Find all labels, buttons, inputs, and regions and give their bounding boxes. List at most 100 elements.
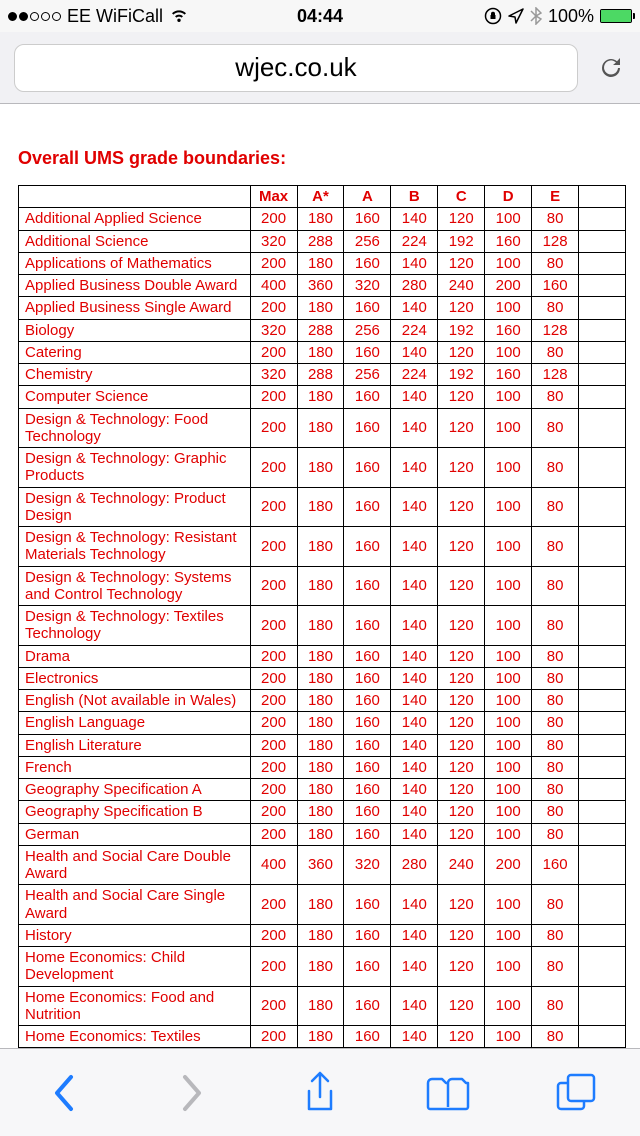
- safari-toolbar: [0, 1048, 640, 1136]
- grade-cell: 140: [391, 566, 438, 606]
- table-row: German20018016014012010080: [19, 823, 626, 845]
- subject-cell: German: [19, 823, 251, 845]
- subject-cell: Home Economics: Child Development: [19, 947, 251, 987]
- forward-button[interactable]: [162, 1063, 222, 1123]
- grade-cell: 160: [485, 364, 532, 386]
- grade-cell: 100: [485, 208, 532, 230]
- subject-cell: French: [19, 756, 251, 778]
- grade-cell: 160: [485, 230, 532, 252]
- grade-cell: 400: [250, 845, 297, 885]
- grade-cell: 180: [297, 341, 344, 363]
- grade-cell: 120: [438, 756, 485, 778]
- grade-cell: 80: [532, 487, 579, 527]
- webpage-viewport[interactable]: Overall UMS grade boundaries: MaxA*ABCDE…: [0, 104, 640, 1048]
- grade-cell: 200: [250, 341, 297, 363]
- column-header: Max: [250, 186, 297, 208]
- grade-cell: 140: [391, 487, 438, 527]
- grade-cell: 160: [344, 645, 391, 667]
- grade-cell: 200: [250, 448, 297, 488]
- grade-cell: 120: [438, 487, 485, 527]
- reload-button[interactable]: [596, 51, 626, 85]
- grade-cell: 280: [391, 845, 438, 885]
- grade-cell: 180: [297, 712, 344, 734]
- grade-cell: 140: [391, 924, 438, 946]
- grade-cell: 100: [485, 487, 532, 527]
- grade-cell: [579, 487, 626, 527]
- grade-cell: 80: [532, 947, 579, 987]
- grade-cell: 100: [485, 667, 532, 689]
- table-row: Additional Science320288256224192160128: [19, 230, 626, 252]
- subject-cell: English (Not available in Wales): [19, 690, 251, 712]
- back-button[interactable]: [34, 1063, 94, 1123]
- grade-cell: 256: [344, 319, 391, 341]
- grade-cell: 120: [438, 779, 485, 801]
- grade-cell: 200: [250, 986, 297, 1026]
- grade-cell: [579, 252, 626, 274]
- column-header: B: [391, 186, 438, 208]
- orientation-lock-icon: [484, 7, 502, 25]
- grade-cell: 180: [297, 408, 344, 448]
- grade-cell: 80: [532, 297, 579, 319]
- grade-cell: 160: [344, 341, 391, 363]
- grade-cell: 120: [438, 1026, 485, 1048]
- table-row: Design & Technology: Textiles Technology…: [19, 606, 626, 646]
- grade-cell: 100: [485, 801, 532, 823]
- grade-cell: [579, 756, 626, 778]
- status-left-cluster: EE WiFiCall: [8, 6, 189, 27]
- grade-cell: 80: [532, 208, 579, 230]
- grade-cell: 80: [532, 527, 579, 567]
- grade-cell: 80: [532, 924, 579, 946]
- grade-cell: 180: [297, 645, 344, 667]
- bookmarks-button[interactable]: [418, 1063, 478, 1123]
- grade-cell: [579, 230, 626, 252]
- subject-cell: Design & Technology: Graphic Products: [19, 448, 251, 488]
- grade-cell: 240: [438, 845, 485, 885]
- grade-cell: 120: [438, 408, 485, 448]
- grade-cell: 400: [250, 275, 297, 297]
- grade-cell: 288: [297, 230, 344, 252]
- table-row: English Language20018016014012010080: [19, 712, 626, 734]
- grade-cell: 180: [297, 606, 344, 646]
- grade-cell: 80: [532, 734, 579, 756]
- grade-cell: 80: [532, 606, 579, 646]
- subject-cell: Applied Business Single Award: [19, 297, 251, 319]
- grade-cell: 120: [438, 667, 485, 689]
- grade-cell: 200: [250, 756, 297, 778]
- grade-cell: 180: [297, 779, 344, 801]
- grade-cell: 200: [250, 252, 297, 274]
- grade-cell: 100: [485, 885, 532, 925]
- grade-cell: 160: [344, 566, 391, 606]
- table-row: Computer Science20018016014012010080: [19, 386, 626, 408]
- table-row: Catering20018016014012010080: [19, 341, 626, 363]
- grade-cell: 160: [344, 1026, 391, 1048]
- grade-cell: 140: [391, 297, 438, 319]
- grade-cell: [579, 566, 626, 606]
- table-row: Home Economics: Food and Nutrition200180…: [19, 986, 626, 1026]
- grade-cell: 80: [532, 386, 579, 408]
- grade-cell: [579, 986, 626, 1026]
- grade-cell: 120: [438, 690, 485, 712]
- url-field[interactable]: wjec.co.uk: [14, 44, 578, 92]
- subject-cell: Catering: [19, 341, 251, 363]
- grade-cell: 180: [297, 885, 344, 925]
- table-row: Design & Technology: Product Design20018…: [19, 487, 626, 527]
- subject-cell: English Language: [19, 712, 251, 734]
- grade-cell: 256: [344, 230, 391, 252]
- grade-cell: 160: [344, 252, 391, 274]
- grade-cell: 160: [532, 275, 579, 297]
- table-row: Geography Specification A200180160140120…: [19, 779, 626, 801]
- grade-cell: 100: [485, 712, 532, 734]
- grade-cell: 320: [344, 845, 391, 885]
- status-right-cluster: 100%: [484, 6, 632, 27]
- table-row: French20018016014012010080: [19, 756, 626, 778]
- grade-cell: 180: [297, 823, 344, 845]
- grade-cell: 200: [250, 386, 297, 408]
- grade-cell: 180: [297, 801, 344, 823]
- grade-cell: 120: [438, 947, 485, 987]
- grade-cell: 140: [391, 606, 438, 646]
- grade-cell: 140: [391, 645, 438, 667]
- grade-cell: 200: [250, 527, 297, 567]
- grade-cell: 160: [344, 408, 391, 448]
- share-button[interactable]: [290, 1063, 350, 1123]
- tabs-button[interactable]: [546, 1063, 606, 1123]
